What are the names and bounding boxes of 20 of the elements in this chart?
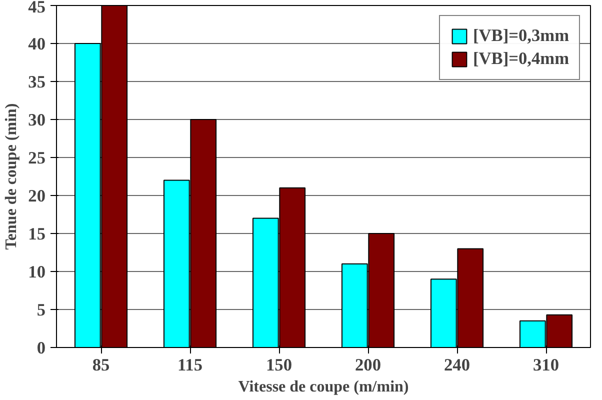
y-tick-label: 40 xyxy=(28,34,46,54)
y-tick-label: 0 xyxy=(36,338,46,358)
y-tick-label: 30 xyxy=(28,110,46,130)
x-tick-label: 310 xyxy=(533,356,560,374)
y-tick-label: 5 xyxy=(36,300,46,320)
x-axis-title: Vitesse de coupe (m/min) xyxy=(238,378,409,396)
y-tick-label: 35 xyxy=(28,72,46,92)
x-tick-label: 200 xyxy=(355,356,382,374)
y-tick-label: 25 xyxy=(28,148,46,168)
legend-label: [VB]=0,3mm xyxy=(472,26,569,46)
x-tick-label: 240 xyxy=(444,356,470,374)
x-tick-label: 150 xyxy=(266,356,292,374)
y-axis-title: Tenue de coupe (min) xyxy=(3,103,20,250)
y-tick-label: 15 xyxy=(28,224,46,244)
y-tick-label: 20 xyxy=(28,186,46,206)
y-tick-label: 10 xyxy=(28,262,46,282)
legend-label: [VB]=0,4mm xyxy=(472,49,569,69)
x-tick-label: 85 xyxy=(92,356,110,374)
y-tick-label: 45 xyxy=(28,0,46,16)
x-tick-label: 115 xyxy=(177,356,203,374)
